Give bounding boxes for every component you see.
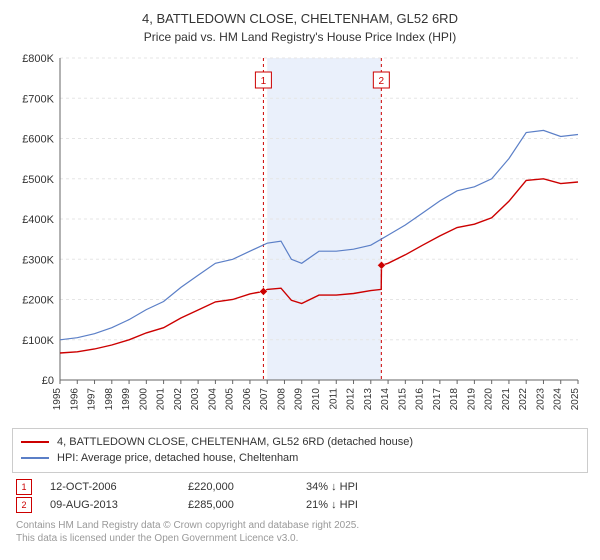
sale-date: 09-AUG-2013	[50, 499, 170, 511]
svg-text:2005: 2005	[225, 387, 236, 410]
license-line1: Contains HM Land Registry data © Crown c…	[16, 519, 584, 532]
svg-text:£100K: £100K	[22, 334, 54, 346]
svg-text:2013: 2013	[363, 387, 374, 410]
sales-table: 1 12-OCT-2006 £220,000 34% ↓ HPI 2 09-AUG-201…	[12, 479, 588, 513]
svg-text:2015: 2015	[397, 387, 408, 410]
svg-text:2025: 2025	[570, 387, 581, 410]
svg-text:2014: 2014	[380, 387, 391, 410]
svg-text:2024: 2024	[553, 387, 564, 410]
license-line2: This data is licensed under the Open Gov…	[16, 532, 584, 545]
svg-text:£300K: £300K	[22, 254, 54, 266]
svg-text:2017: 2017	[432, 387, 443, 410]
svg-text:1998: 1998	[104, 387, 115, 410]
legend-row: 4, BATTLEDOWN CLOSE, CHELTENHAM, GL52 6R…	[21, 434, 579, 451]
svg-text:2019: 2019	[466, 387, 477, 410]
chart-subtitle: Price paid vs. HM Land Registry's House …	[12, 30, 588, 44]
sale-marker-icon: 2	[16, 497, 32, 513]
svg-text:2022: 2022	[518, 387, 529, 410]
legend-swatch	[21, 441, 49, 443]
svg-text:2009: 2009	[294, 387, 305, 410]
chart-svg: £0 £100K £200K £300K £400K £500K £600K £700K £80…	[12, 52, 588, 422]
svg-text:2003: 2003	[190, 387, 201, 410]
sale-price: £220,000	[188, 481, 288, 493]
sale-hpi: 34% ↓ HPI	[306, 481, 406, 493]
svg-text:2002: 2002	[173, 387, 184, 410]
sales-row: 1 12-OCT-2006 £220,000 34% ↓ HPI	[16, 479, 584, 495]
sale-price: £285,000	[188, 499, 288, 511]
svg-text:2: 2	[379, 76, 385, 87]
svg-text:2010: 2010	[311, 387, 322, 410]
svg-text:2020: 2020	[484, 387, 495, 410]
svg-text:£700K: £700K	[22, 93, 54, 105]
legend-label: HPI: Average price, detached house, Chel…	[57, 450, 298, 467]
chart-area: £0 £100K £200K £300K £400K £500K £600K £700K £80…	[12, 52, 588, 422]
svg-text:2001: 2001	[156, 387, 167, 410]
legend-label: 4, BATTLEDOWN CLOSE, CHELTENHAM, GL52 6R…	[57, 434, 413, 451]
svg-text:2012: 2012	[346, 387, 357, 410]
svg-text:1999: 1999	[121, 387, 132, 410]
svg-text:2021: 2021	[501, 387, 512, 410]
license-text: Contains HM Land Registry data © Crown c…	[12, 519, 588, 545]
legend-swatch	[21, 457, 49, 459]
svg-text:2006: 2006	[242, 387, 253, 410]
chart-title: 4, BATTLEDOWN CLOSE, CHELTENHAM, GL52 6R…	[12, 10, 588, 28]
svg-text:2000: 2000	[138, 387, 149, 410]
sale-marker-icon: 1	[16, 479, 32, 495]
sales-row: 2 09-AUG-2013 £285,000 21% ↓ HPI	[16, 497, 584, 513]
sale-date: 12-OCT-2006	[50, 481, 170, 493]
svg-text:£600K: £600K	[22, 133, 54, 145]
svg-text:£400K: £400K	[22, 214, 54, 226]
svg-text:£800K: £800K	[22, 53, 54, 65]
svg-text:2011: 2011	[328, 387, 339, 409]
legend-box: 4, BATTLEDOWN CLOSE, CHELTENHAM, GL52 6R…	[12, 428, 588, 473]
svg-text:2007: 2007	[259, 387, 270, 410]
page-root: 4, BATTLEDOWN CLOSE, CHELTENHAM, GL52 6R…	[0, 0, 600, 560]
svg-text:2023: 2023	[535, 387, 546, 410]
svg-text:2016: 2016	[415, 387, 426, 410]
svg-text:2018: 2018	[449, 387, 460, 410]
svg-text:2004: 2004	[207, 387, 218, 410]
svg-text:1995: 1995	[52, 387, 63, 410]
legend-row: HPI: Average price, detached house, Chel…	[21, 450, 579, 467]
svg-text:1996: 1996	[69, 387, 80, 410]
svg-text:£500K: £500K	[22, 173, 54, 185]
svg-text:£200K: £200K	[22, 294, 54, 306]
svg-text:2008: 2008	[276, 387, 287, 410]
svg-text:1997: 1997	[87, 387, 98, 410]
svg-text:£0: £0	[42, 375, 54, 387]
svg-text:1: 1	[261, 76, 267, 87]
sale-hpi: 21% ↓ HPI	[306, 499, 406, 511]
